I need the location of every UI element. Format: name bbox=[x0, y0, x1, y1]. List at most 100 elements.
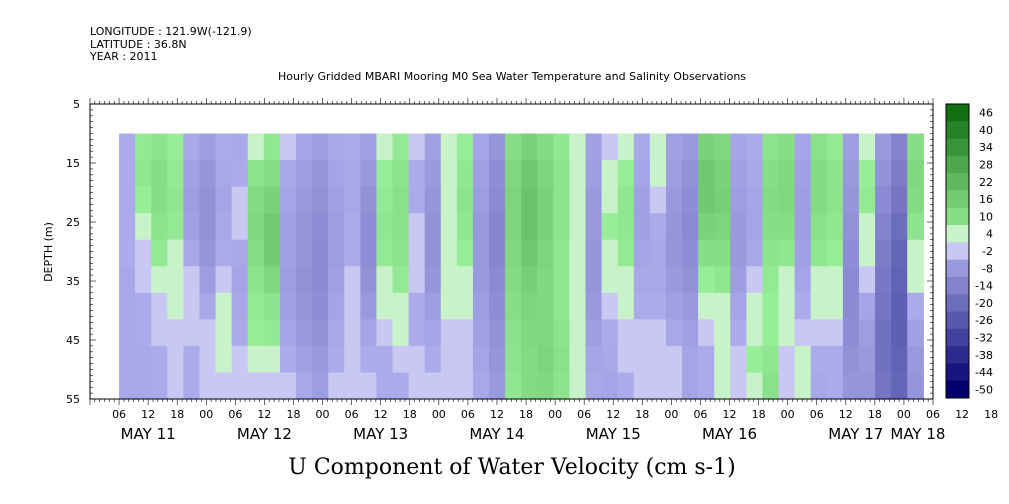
heatmap-cell bbox=[794, 160, 812, 188]
x-day-label: MAY 14 bbox=[469, 425, 524, 443]
heatmap-cell bbox=[682, 160, 699, 188]
colorbar-band bbox=[946, 363, 969, 382]
heatmap-cell bbox=[119, 319, 136, 347]
heatmap-cell bbox=[553, 160, 571, 188]
heatmap-cell bbox=[698, 160, 715, 188]
heatmap-cell bbox=[247, 160, 265, 188]
colorbar-frame bbox=[945, 103, 970, 399]
heatmap-cell bbox=[344, 186, 361, 214]
heatmap-cell bbox=[296, 213, 313, 241]
heatmap-cell bbox=[328, 133, 345, 161]
heatmap-cell bbox=[296, 160, 313, 188]
heatmap-cell bbox=[633, 345, 651, 374]
heatmap-cell bbox=[489, 186, 506, 214]
heatmap-cell bbox=[167, 345, 184, 374]
heatmap-cell bbox=[601, 160, 619, 188]
heatmap-cell bbox=[778, 239, 796, 267]
heatmap-cell bbox=[489, 319, 506, 347]
x-hour-labels: 06 12 18 00 06 12 18 00 06 12 18 00 06 12 18 00 06 12 18 00… bbox=[112, 408, 998, 421]
heatmap-cell bbox=[585, 186, 603, 214]
heatmap-cell bbox=[215, 160, 233, 188]
heatmap-cell bbox=[746, 292, 764, 320]
heatmap-cell bbox=[730, 239, 747, 267]
heatmap-cell bbox=[665, 372, 683, 400]
colorbar-band bbox=[946, 173, 969, 191]
x-hour-label: 00 bbox=[548, 408, 562, 421]
heatmap-cell bbox=[746, 266, 764, 294]
heatmap-cell bbox=[826, 239, 844, 267]
heatmap-cell bbox=[279, 292, 297, 320]
heatmap-cell bbox=[665, 266, 683, 294]
heatmap-cell bbox=[875, 133, 892, 161]
heatmap-cell bbox=[521, 186, 538, 214]
heatmap-cell bbox=[665, 319, 683, 347]
heatmap-cell bbox=[907, 133, 924, 161]
heatmap-cell bbox=[617, 292, 635, 320]
heatmap-cell bbox=[521, 160, 538, 188]
heatmap-cell bbox=[215, 239, 233, 267]
heatmap-cell bbox=[698, 213, 715, 241]
colorbar-band bbox=[946, 242, 969, 261]
heatmap-cell bbox=[778, 266, 796, 294]
heatmap-cell bbox=[891, 186, 908, 214]
heatmap-cell bbox=[408, 160, 426, 188]
heatmap-cell bbox=[665, 239, 683, 267]
heatmap-cell bbox=[505, 239, 522, 267]
heatmap-cell bbox=[633, 160, 651, 188]
heatmap-cell bbox=[296, 345, 313, 374]
heatmap-cell bbox=[714, 186, 731, 214]
heatmap-cell bbox=[151, 213, 168, 241]
colorbar-band bbox=[946, 380, 969, 399]
heatmap-cell bbox=[794, 372, 812, 400]
heatmap-cell bbox=[649, 213, 667, 241]
heatmap-cell bbox=[151, 292, 168, 320]
heatmap-cell bbox=[344, 213, 361, 241]
colorbar-label: -14 bbox=[975, 280, 993, 293]
heatmap-cell bbox=[263, 319, 281, 347]
heatmap-cell bbox=[907, 372, 924, 400]
heatmap-cell bbox=[714, 372, 731, 400]
x-hour-label: 12 bbox=[374, 408, 388, 421]
heatmap-cell bbox=[907, 186, 924, 214]
heatmap-cell bbox=[537, 266, 554, 294]
heatmap-cell bbox=[537, 133, 554, 161]
heatmap-cell bbox=[424, 372, 442, 400]
heatmap-cell bbox=[649, 239, 667, 267]
colorbar-band bbox=[946, 155, 969, 174]
heatmap-cell bbox=[585, 213, 603, 241]
heatmap-cell bbox=[682, 239, 699, 267]
heatmap-cell bbox=[312, 345, 329, 374]
heatmap-cell bbox=[279, 266, 297, 294]
heatmap-cell bbox=[392, 292, 410, 320]
heatmap-cell bbox=[746, 160, 764, 188]
colorbar-label: -26 bbox=[975, 314, 993, 327]
colorbar-label: 4 bbox=[986, 228, 993, 241]
heatmap-cell bbox=[231, 239, 249, 267]
heatmap-cell bbox=[858, 239, 876, 267]
heatmap-cell bbox=[601, 266, 619, 294]
heatmap-cell bbox=[842, 292, 860, 320]
heatmap-cell bbox=[569, 266, 587, 294]
heatmap-cell bbox=[472, 266, 490, 294]
heatmap-cell bbox=[167, 186, 184, 214]
heatmap-cell bbox=[296, 266, 313, 294]
heatmap-cell bbox=[119, 292, 136, 320]
heatmap-cell bbox=[778, 319, 796, 347]
heatmap-cell bbox=[858, 292, 876, 320]
heatmap-cell bbox=[456, 266, 474, 294]
heatmap-cell bbox=[505, 213, 522, 241]
heatmap-cell bbox=[183, 319, 201, 347]
heatmap-cell bbox=[199, 292, 217, 320]
heatmap-cell bbox=[617, 319, 635, 347]
heatmap-cell bbox=[521, 292, 538, 320]
heatmap-cell bbox=[778, 345, 796, 374]
heatmap-cell bbox=[585, 133, 603, 161]
x-hour-label: 06 bbox=[926, 408, 940, 421]
heatmap-cell bbox=[151, 133, 168, 161]
x-hour-label: 06 bbox=[345, 408, 359, 421]
heatmap-cell bbox=[665, 292, 683, 320]
heatmap-cell bbox=[263, 266, 281, 294]
heatmap-cell bbox=[344, 266, 361, 294]
colorbar-label: -50 bbox=[975, 383, 993, 396]
heatmap-cell bbox=[665, 186, 683, 214]
